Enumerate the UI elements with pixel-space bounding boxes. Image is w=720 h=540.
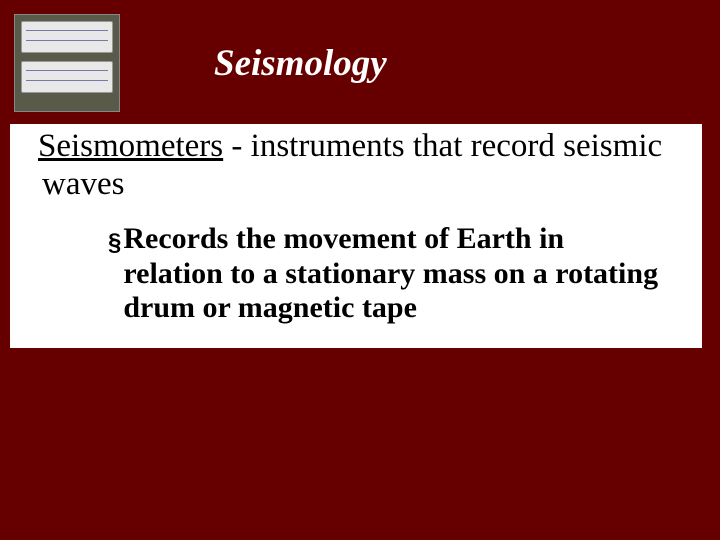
bullet-marker-icon: § xyxy=(108,222,121,326)
drum-icon xyxy=(21,61,113,93)
content-box: Seismometers - instruments that record s… xyxy=(10,124,702,348)
seismograph-thumbnail xyxy=(14,14,120,112)
drum-icon xyxy=(21,21,113,53)
definition-line: Seismometers - instruments that record s… xyxy=(18,128,694,204)
term-seismometers: Seismometers xyxy=(38,128,223,164)
slide-title: Seismology xyxy=(214,42,387,85)
bullet-item: § Records the movement of Earth in relat… xyxy=(18,222,694,326)
header-row: Seismology xyxy=(0,0,720,124)
bullet-text: Records the movement of Earth in relatio… xyxy=(123,222,664,326)
